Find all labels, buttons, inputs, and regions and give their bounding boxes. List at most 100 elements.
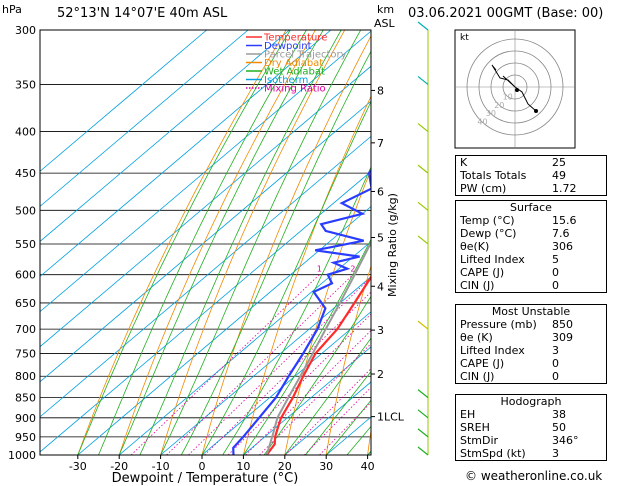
most-unstable-title: Most Unstable <box>491 305 571 318</box>
stat-value: 850 <box>552 318 573 331</box>
pressure-tick-label: 400 <box>15 126 36 139</box>
hodograph-stats-panel: Hodograph EH 38 SREH 50 StmDir 346° StmSpd (kt… <box>455 394 607 461</box>
storm-motion-point <box>515 88 519 92</box>
stat-label: EH <box>460 408 476 421</box>
sounding-lines: 12346810152025 <box>232 168 445 455</box>
height-km-label: 6 <box>377 185 384 198</box>
wet-adiabat <box>305 370 371 455</box>
stat-value: 306 <box>552 240 573 253</box>
height-km-label: 2 <box>377 368 384 381</box>
legend-label: Isotherm <box>264 75 308 86</box>
wind-barb <box>417 123 429 133</box>
mixing-ratio-line <box>188 276 371 455</box>
pressure-tick-label: 300 <box>15 24 36 37</box>
pressure-tick-label: 500 <box>15 204 36 217</box>
pressure-tick-label: 700 <box>15 323 36 336</box>
isotherm <box>40 30 290 242</box>
isotherm <box>243 346 371 455</box>
mixing-ratio-label: 1 <box>317 265 322 274</box>
wind-barb <box>417 201 429 211</box>
stat-row: StmSpd (kt) 3 <box>456 447 606 460</box>
stat-value: 0 <box>552 370 559 383</box>
pressure-tick-label: 600 <box>15 269 36 282</box>
temperature-tick-label: -30 <box>69 460 87 473</box>
hodograph-ring-label: 30 <box>486 109 496 118</box>
wet-adiabat <box>222 166 371 455</box>
mixing-ratio-line <box>166 274 354 455</box>
legend-label: Mixing Ratio <box>264 84 326 95</box>
isotherm <box>40 30 207 172</box>
pressure-tick-label: 350 <box>15 78 36 91</box>
asl-label: ASL <box>374 17 396 30</box>
dry-adiabat <box>201 35 371 455</box>
stat-label: Lifted Index <box>460 344 525 357</box>
wet-adiabat <box>284 337 371 455</box>
stat-label: CAPE (J) <box>460 357 505 370</box>
stat-label: Lifted Index <box>460 253 525 266</box>
stat-row: Dewp (°C) 7.6 <box>456 227 606 240</box>
isotherm <box>40 170 371 453</box>
stat-value: 346° <box>552 434 579 447</box>
x-axis-label: Dewpoint / Temperature (°C) <box>112 471 299 486</box>
stat-row: Lifted Index 5 <box>456 253 606 266</box>
grid-lines <box>40 30 629 455</box>
isotherm <box>40 30 332 278</box>
stat-row: Lifted Index 3 <box>456 344 606 357</box>
stat-value: 1.72 <box>552 182 577 195</box>
stat-label: CIN (J) <box>460 279 495 292</box>
temperature-tick-label: 0 <box>199 460 206 473</box>
indices-panel: K 25 Totals Totals 49 PW (cm) 1.72 <box>455 155 607 196</box>
dry-adiabat <box>243 95 371 455</box>
temperature-tick-label: 40 <box>361 460 375 473</box>
stat-row: EH 38 <box>456 408 606 421</box>
height-km-label: 7 <box>377 137 384 150</box>
series-parcel-trajectory <box>265 240 371 455</box>
stat-value: 3 <box>552 447 559 460</box>
pressure-tick-label: 950 <box>15 431 36 444</box>
wet-adiabat <box>160 30 362 455</box>
series-dewpoint <box>232 168 371 455</box>
mixing-ratio-label: 10 <box>435 265 445 274</box>
stat-value: 50 <box>552 421 566 434</box>
isotherm <box>40 30 371 313</box>
stat-row: SREH 50 <box>456 421 606 434</box>
mixing-ratio-line <box>285 368 371 455</box>
wet-adiabat <box>180 50 371 455</box>
legend-label: Dewpoint <box>264 41 312 52</box>
wind-barb <box>417 75 429 85</box>
mixing-ratio-label: 2 <box>350 265 355 274</box>
stat-value: 49 <box>552 169 566 182</box>
stat-label: Dewp (°C) <box>460 227 517 240</box>
legend-label: Parcel Trajectory <box>264 50 347 61</box>
stat-value: 7.6 <box>552 227 570 240</box>
isotherm <box>40 135 371 418</box>
mixing-ratio-line <box>130 274 320 455</box>
mixing-ratio-line <box>204 291 371 455</box>
stat-label: θe (K) <box>460 331 493 344</box>
stat-row: θe(K) 306 <box>456 240 606 253</box>
stat-row: Totals Totals 49 <box>456 169 606 182</box>
hodograph-stats-title: Hodograph <box>500 395 562 408</box>
height-km-label: 4 <box>377 280 384 293</box>
wet-adiabat <box>139 30 342 455</box>
stat-label: Totals Totals <box>460 169 527 182</box>
stat-row: Temp (°C) 15.6 <box>456 214 606 227</box>
pressure-tick-label: 1000 <box>8 449 36 462</box>
wind-barb <box>417 446 429 456</box>
stat-row: θe (K) 309 <box>456 331 606 344</box>
stat-row: CIN (J) 0 <box>456 279 606 292</box>
isotherm <box>77 206 371 455</box>
pressure-tick-label: 800 <box>15 370 36 383</box>
dry-adiabat <box>613 30 629 455</box>
stat-row: PW (cm) 1.72 <box>456 182 606 195</box>
stat-row: CAPE (J) 0 <box>456 266 606 279</box>
stat-label: CAPE (J) <box>460 266 505 279</box>
pressure-tick-label: 650 <box>15 297 36 310</box>
stat-value: 25 <box>552 156 566 169</box>
wind-barb <box>417 235 429 245</box>
stat-label: PW (cm) <box>460 182 507 195</box>
series-temperature <box>265 275 371 455</box>
forecast-datetime: 03.06.2021 00GMT (Base: 00) <box>408 6 604 21</box>
pressure-tick-label: 850 <box>15 392 36 405</box>
